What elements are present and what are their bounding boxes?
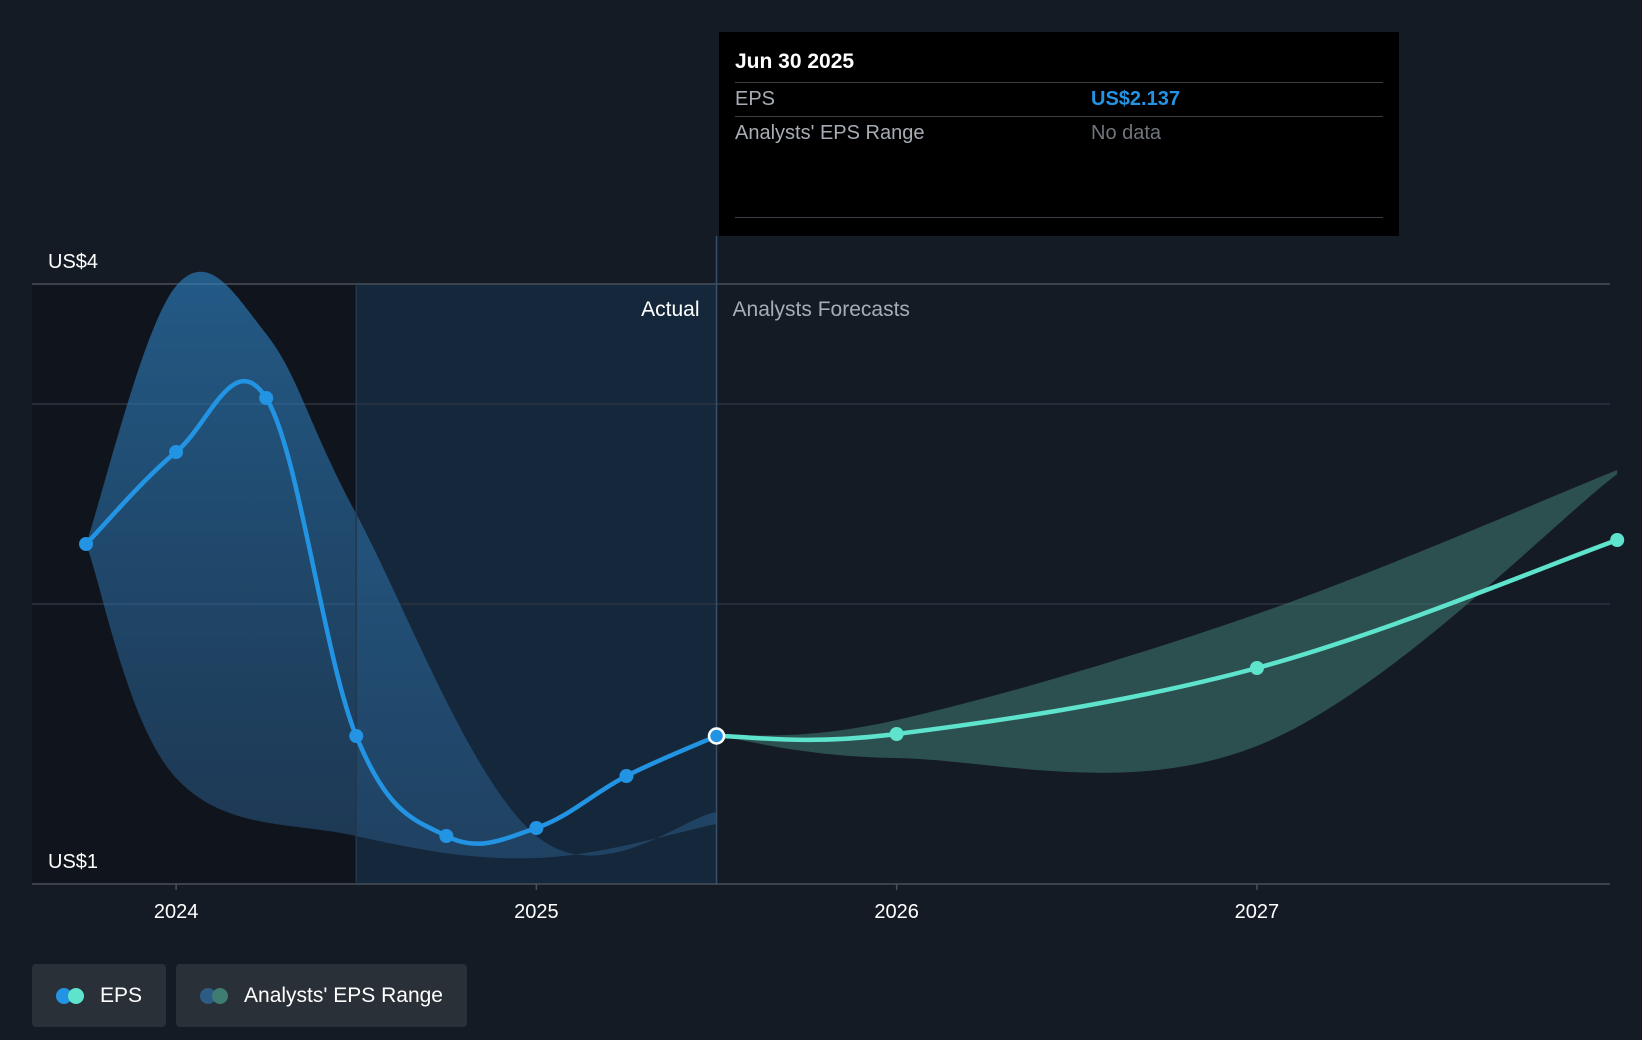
tooltip-date: Jun 30 2025 bbox=[735, 46, 1383, 83]
tooltip-range-label: Analysts' EPS Range bbox=[735, 122, 925, 144]
legend-eps-range-label: Analysts' EPS Range bbox=[244, 983, 443, 1007]
tooltip-eps-value: US$2.137 bbox=[1091, 88, 1180, 110]
eps-range-band bbox=[716, 470, 1618, 773]
legend-dot-b bbox=[212, 987, 229, 1004]
x-tick-label: 2027 bbox=[1235, 901, 1280, 923]
eps-range-bands bbox=[86, 271, 1618, 859]
eps-data-point bbox=[619, 769, 634, 783]
hover-tooltip: Jun 30 2025 EPS US$2.137 Analysts' EPS R… bbox=[719, 32, 1399, 236]
eps-highlight-point bbox=[707, 727, 726, 745]
eps-data-point bbox=[169, 445, 184, 459]
eps-range-legend-icon bbox=[200, 987, 230, 1004]
eps-data-point bbox=[349, 729, 364, 743]
tooltip-divider bbox=[735, 217, 1383, 218]
legend-item-eps-range[interactable]: Analysts' EPS Range bbox=[176, 964, 467, 1027]
legend-eps-label: EPS bbox=[100, 983, 143, 1007]
tooltip-range-value: No data bbox=[1091, 122, 1162, 144]
tooltip-row-eps: EPS US$2.137 bbox=[735, 83, 1383, 117]
eps-data-point bbox=[79, 537, 94, 551]
eps-points bbox=[79, 391, 1625, 843]
x-axis-ticks: 2024 2025 2026 2027 bbox=[154, 884, 1279, 923]
x-tick-label: 2026 bbox=[874, 901, 919, 923]
eps-legend-icon bbox=[56, 987, 86, 1004]
y-axis-bottom-label: US$1 bbox=[48, 851, 98, 873]
eps-data-point bbox=[1249, 661, 1264, 675]
eps-forecast-line bbox=[714, 537, 1620, 743]
x-tick-label: 2024 bbox=[154, 901, 199, 923]
eps-data-point bbox=[889, 727, 904, 741]
legend-dot-b bbox=[68, 987, 84, 1004]
chart-legend: EPS Analysts' EPS Range bbox=[32, 964, 467, 1027]
eps-data-point bbox=[529, 821, 544, 835]
eps-range-band bbox=[86, 271, 717, 859]
legend-item-eps[interactable]: EPS bbox=[32, 964, 167, 1027]
actual-region-label: Actual bbox=[641, 298, 699, 321]
tooltip-row-range: Analysts' EPS Range No data bbox=[735, 117, 1383, 150]
eps-data-point bbox=[259, 391, 274, 405]
x-tick-label: 2025 bbox=[514, 901, 559, 923]
forecast-region-label: Analysts Forecasts bbox=[733, 298, 910, 321]
y-axis-top-label: US$4 bbox=[48, 251, 98, 273]
eps-data-point bbox=[439, 829, 454, 843]
eps-data-point bbox=[1610, 533, 1625, 547]
tooltip-eps-label: EPS bbox=[735, 88, 776, 110]
